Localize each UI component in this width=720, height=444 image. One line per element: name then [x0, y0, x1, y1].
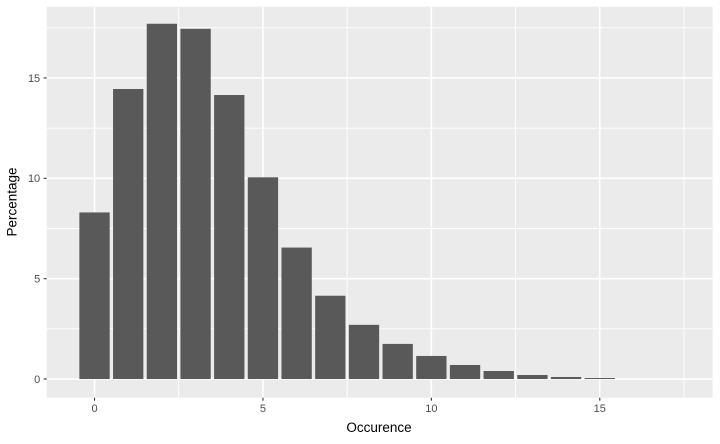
- panel-background: [46, 6, 713, 398]
- x-tick-label: 5: [260, 403, 266, 415]
- y-tick-label: 10: [28, 173, 40, 185]
- histogram-bar: [146, 23, 178, 380]
- histogram-bar: [180, 28, 211, 380]
- histogram-bar: [550, 377, 582, 380]
- histogram-bar: [113, 88, 144, 380]
- histogram-bar: [247, 177, 279, 380]
- histogram-bar: [348, 324, 380, 380]
- histogram-bar: [315, 295, 346, 380]
- histogram-bar: [79, 212, 110, 380]
- histogram-bar: [449, 364, 481, 380]
- y-tick-label: 5: [34, 273, 40, 285]
- y-tick-label: 15: [28, 73, 40, 85]
- x-tick-label: 10: [425, 403, 437, 415]
- histogram-bar: [382, 343, 413, 380]
- x-tick-label: 15: [594, 403, 606, 415]
- y-axis-title: Percentage: [4, 167, 20, 237]
- histogram-bar: [483, 371, 514, 380]
- histogram-bar: [517, 375, 548, 380]
- histogram-bar: [214, 95, 245, 380]
- x-axis-title: Occurence: [346, 420, 412, 435]
- histogram-bar: [584, 378, 615, 380]
- histogram-bar: [281, 247, 312, 380]
- x-tick-label: 0: [91, 403, 97, 415]
- y-tick-label: 0: [34, 374, 40, 386]
- histogram-bar: [416, 355, 447, 380]
